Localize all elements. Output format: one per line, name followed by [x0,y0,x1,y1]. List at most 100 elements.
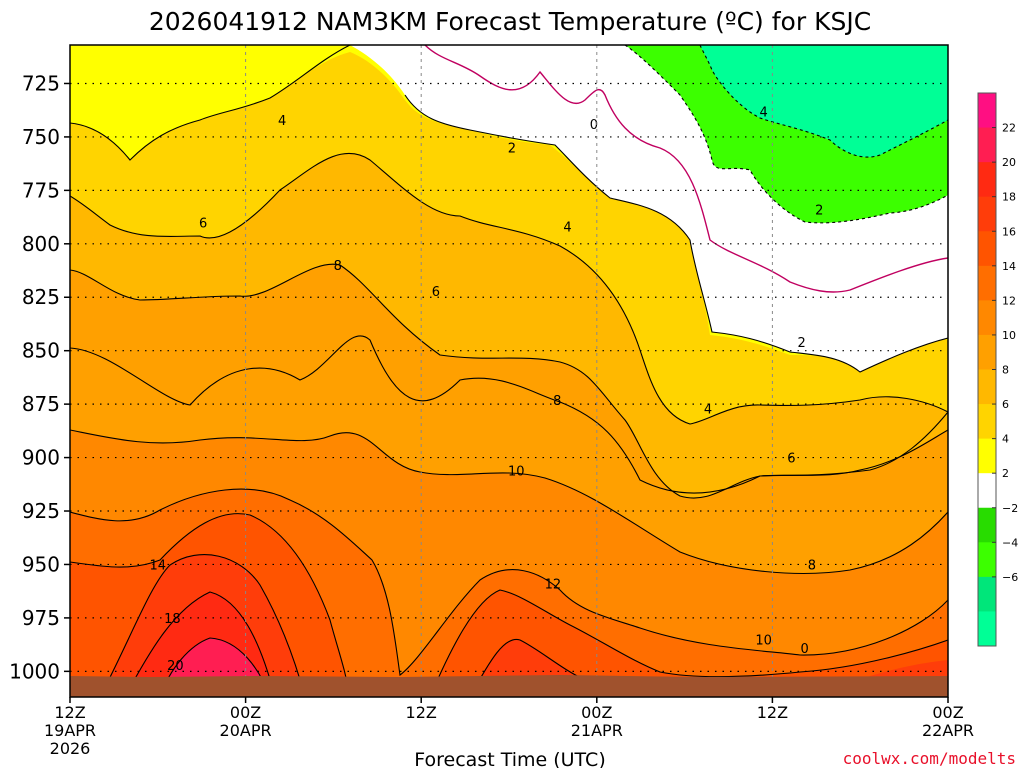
temperature-band-below-neg4 [700,45,948,158]
contour-lines [70,45,948,697]
y-tick-label: 850 [22,339,60,363]
x-tick-label: 2026 [50,739,91,758]
colorbar-label: 8 [1002,364,1009,377]
contour-labels: 4 0 4 2 2 6 4 8 6 2 8 4 6 10 14 8 12 18 10 0 20 [150,105,824,674]
colorbar-swatch [978,576,996,612]
colorbar-label: −4 [1002,536,1018,549]
y-tick-label: 750 [22,125,60,149]
contour-label: 8 [808,558,816,573]
colorbar-swatch [978,507,996,543]
x-tick-label: 00Z [932,703,963,722]
y-tick-label: 875 [22,392,60,416]
colorbar-label: 2 [1002,467,1009,480]
contour-line-10 [70,429,948,574]
chart-title: 2026041912 NAM3KM Forecast Temperature (… [149,7,871,36]
contour-line-20 [159,637,271,697]
contour-label: 12 [545,578,562,593]
x-tick-label: 20APR [220,721,272,740]
x-tick-label: 12Z [406,703,437,722]
ground-surface [70,675,948,697]
colorbar-label: 22 [1002,122,1016,135]
contour-label: 10 [508,464,525,479]
y-tick-label: 975 [22,606,60,630]
colorbar-swatch [978,93,996,129]
colorbar-swatch [978,404,996,440]
contour-line-16 [99,554,306,697]
contour-label: 6 [432,285,440,300]
contour-line-14-east [429,589,948,697]
contour-label: 18 [164,612,181,627]
colorbar-label: −2 [1002,502,1018,515]
contour-label: 0 [800,642,808,657]
y-tick-label: 925 [22,499,60,523]
contour-line-neg2 [624,45,948,224]
x-tick-label: 12Z [757,703,788,722]
colorbar-label: 12 [1002,294,1016,307]
colorbar-swatch [978,196,996,232]
contour-label: 2 [798,336,806,351]
contour-label: 4 [704,402,712,417]
colorbar-label: 20 [1002,156,1016,169]
plot-area: 4 0 4 2 2 6 4 8 6 2 8 4 6 10 14 8 12 18 10 0 20 [70,45,948,697]
contour-label: 4 [759,105,767,120]
y-tick-label: 775 [22,178,60,202]
contour-label: 8 [553,394,561,409]
colorbar-label: 16 [1002,225,1016,238]
colorbar-label: −6 [1002,571,1018,584]
x-axis-label: Forecast Time (UTC) [414,749,605,768]
plot-frame [69,44,949,698]
contour-label: 8 [334,259,342,274]
contour-line-4 [70,153,948,425]
colorbar-swatch [978,611,996,647]
colorbar-swatch [978,162,996,198]
contour-label: 0 [590,118,598,133]
contour-label: 20 [167,659,184,674]
colorbar-swatch [978,438,996,474]
contour-line-6 [70,263,948,499]
colorbar-swatch [978,369,996,405]
contour-label: 10 [755,633,772,648]
contour-line-2 [70,45,351,161]
colorbar-label: 4 [1002,433,1009,446]
y-tick-label: 950 [22,552,60,576]
contour-label: 6 [199,216,207,231]
colorbar-label: 10 [1002,329,1016,342]
contour-label: 14 [150,558,167,573]
contour-line-12 [70,488,948,676]
colorbar-swatch [978,473,996,509]
contour-line-2-east [404,94,948,373]
y-tick-label: 1000 [9,659,60,683]
x-tick-label: 00Z [230,703,261,722]
contour-label: 2 [815,204,823,219]
y-tick-label: 825 [22,285,60,309]
x-tick-label: 19APR [44,721,96,740]
x-tick-label: 12Z [54,703,85,722]
x-tick-label: 21APR [571,721,623,740]
colorbar-label: 14 [1002,260,1016,273]
contour-line-18 [124,591,276,697]
watermark: coolwx.com/modelts [843,749,1016,768]
contour-label: 4 [278,114,286,129]
colorbar-swatch [978,542,996,578]
colorbar-swatch [978,231,996,267]
contour-label: 2 [508,142,516,157]
contour-label: 4 [563,221,571,236]
contour-line-14 [70,513,351,697]
colorbar: 22 20 18 16 14 12 10 8 6 4 2 −2 −4 −6 [977,92,1018,647]
y-axis: 725 750 775 800 825 850 875 900 925 950 975 1000 [9,71,70,683]
colorbar-swatch [978,127,996,163]
contour-line-zero [424,45,948,293]
y-tick-label: 900 [22,446,60,470]
colorbar-swatch [978,300,996,336]
x-tick-label: 00Z [581,703,612,722]
y-tick-label: 800 [22,232,60,256]
x-tick-label: 22APR [922,721,974,740]
y-tick-label: 725 [22,71,60,95]
colorbar-swatch [978,334,996,370]
contour-label: 6 [787,452,795,467]
colorbar-label: 18 [1002,191,1016,204]
colorbar-swatch [978,265,996,301]
colorbar-label: 6 [1002,398,1009,411]
